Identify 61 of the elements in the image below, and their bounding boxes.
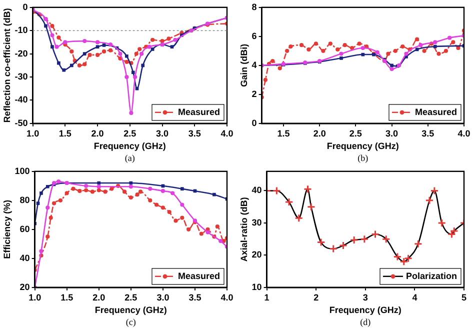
x-tick-label: 1.0 <box>26 128 40 138</box>
x-tick-label: 1.5 <box>58 128 72 138</box>
x-tick-label: 1.0 <box>28 292 42 302</box>
y-axis-title: Reflection co-efficient (dB) <box>2 8 12 123</box>
x-tick-label: 5 <box>461 292 467 302</box>
x-tick-label: 4.0 <box>220 128 234 138</box>
y-axis-title: Gain (dBi) <box>238 44 249 87</box>
legend-label: Polarization <box>406 270 458 281</box>
text: (b) <box>358 152 368 163</box>
y-tick-label: 8 <box>252 2 257 12</box>
x-tick-label: 1 <box>264 292 270 302</box>
y-tick-label: 100 <box>14 166 30 176</box>
legend-label: Measured <box>414 106 458 117</box>
x-axis-title: Frequency (GHz) <box>326 141 399 152</box>
y-tick-label: 2 <box>252 88 257 99</box>
y-tick-label: -10 <box>14 25 28 36</box>
y-tick-label: 0 <box>22 2 28 12</box>
x-tick-label: 2 <box>314 292 319 302</box>
x-tick-label: 3.0 <box>386 128 398 138</box>
y-tick-label: 80 <box>20 194 30 205</box>
x-tick-label: 3.5 <box>422 128 434 138</box>
y-tick-label: 10 <box>252 282 262 292</box>
y-tick-label: 30 <box>252 217 262 228</box>
x-tick-label: 3.0 <box>156 292 170 302</box>
y-tick-label: -30 <box>14 71 28 82</box>
x-tick-label: 2.0 <box>91 128 104 138</box>
text: (a) <box>124 152 135 163</box>
x-axis-title: Frequency (GHz) <box>94 305 167 316</box>
legend-label: Measured <box>178 106 220 117</box>
y-axis-title: Axial-ratio (dB) <box>238 197 249 262</box>
y-tick-label: -20 <box>14 48 28 58</box>
y-tick-label: 20 <box>20 282 30 292</box>
text: (c) <box>126 316 136 327</box>
x-tick-label: 2.0 <box>92 292 106 302</box>
y-tick-label: 6 <box>252 30 257 41</box>
x-tick-label: 1.5 <box>60 292 74 302</box>
legend-label: Measured <box>178 270 220 281</box>
x-tick-label: 2.5 <box>124 292 138 302</box>
x-tick-label: 2.5 <box>349 128 362 138</box>
x-tick-label: 1.5 <box>277 128 290 138</box>
x-tick-label: 3.5 <box>188 128 201 138</box>
x-tick-label: 3.0 <box>156 128 169 138</box>
y-axis-title: Efficiency (%) <box>2 200 12 259</box>
text: (d) <box>360 316 371 327</box>
x-tick-label: 4.0 <box>220 292 234 302</box>
y-tick-label: 4 <box>252 60 257 70</box>
x-tick-label: 2.0 <box>313 128 326 138</box>
x-tick-label: 4.0 <box>458 128 470 138</box>
x-axis-title: Frequency (GHz) <box>94 141 166 152</box>
y-tick-label: -40 <box>14 94 28 105</box>
x-tick-label: 3 <box>362 292 368 302</box>
x-tick-label: 4 <box>412 292 418 302</box>
x-tick-label: 3.5 <box>188 292 202 302</box>
x-axis-title: Frequency (GHz) <box>329 305 402 316</box>
y-tick-label: 60 <box>20 224 30 234</box>
y-tick-label: 0 <box>252 118 257 128</box>
y-tick-label: 40 <box>252 185 262 196</box>
y-tick-label: 20 <box>252 250 262 260</box>
y-tick-label: -50 <box>14 118 28 128</box>
y-tick-label: 40 <box>20 252 30 263</box>
x-tick-label: 2.5 <box>124 128 136 138</box>
